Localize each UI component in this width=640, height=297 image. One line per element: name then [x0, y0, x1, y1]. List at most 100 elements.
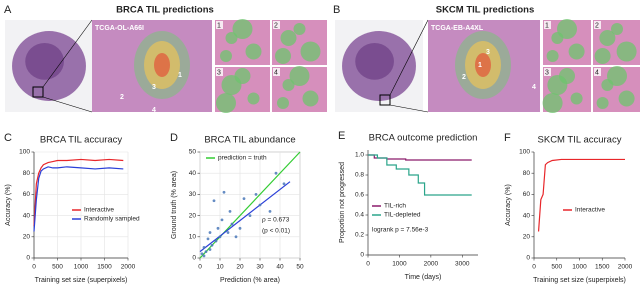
- y-tick-label: 40: [23, 212, 31, 219]
- region-label: 4: [532, 84, 536, 91]
- y-tick-label: 0.4: [355, 212, 364, 219]
- scatter-point: [258, 203, 262, 207]
- lymph-mask: [216, 93, 236, 113]
- series-line: [199, 181, 291, 253]
- legend-label: TIL-depleted: [384, 212, 421, 219]
- y-tick-label: 40: [523, 212, 531, 219]
- lymph-mask: [616, 41, 637, 62]
- x-tick-label: 10: [216, 264, 224, 271]
- series-line: [537, 158, 625, 232]
- y-axis-label: Proportion not progressed: [339, 162, 346, 243]
- x-axis-label: Prediction (% area): [220, 277, 280, 284]
- lymph-mask: [559, 68, 575, 84]
- scatter-point: [226, 231, 230, 234]
- region-label: 4: [152, 107, 156, 114]
- y-tick-label: 80: [23, 170, 31, 177]
- scatter-point: [248, 214, 252, 218]
- tissue-core: [25, 43, 64, 80]
- x-tick-label: 0: [366, 261, 370, 268]
- panel-letter: B: [333, 4, 340, 16]
- x-tick-label: 1000: [392, 261, 407, 268]
- y-tick-label: 20: [23, 234, 31, 241]
- zoom-line: [389, 19, 429, 96]
- tile-label: 1: [545, 22, 549, 29]
- scatter-point: [206, 237, 210, 241]
- lymph-mask: [568, 43, 585, 60]
- scatter-point: [202, 254, 206, 258]
- y-tick-label: 40: [189, 170, 197, 177]
- region-label: 3: [486, 49, 490, 56]
- region-label: 2: [462, 74, 466, 81]
- x-tick-label: 0: [198, 264, 202, 271]
- tile-label-bg: [594, 68, 601, 76]
- lymph-mask: [234, 68, 251, 84]
- legend-label: Randomly sampled: [84, 216, 140, 223]
- x-tick-label: 2000: [424, 261, 439, 268]
- chart-title: BRCA TIL abundance: [204, 135, 295, 146]
- tile-label: 4: [274, 69, 278, 76]
- scatter-point: [214, 239, 218, 243]
- scatter-point: [230, 222, 234, 226]
- lymph-mask: [570, 92, 583, 105]
- x-tick-label: 30: [256, 264, 264, 271]
- tile-label-bg: [216, 21, 223, 29]
- scatter-point: [208, 231, 212, 234]
- y-axis-label: Accuracy (%): [5, 184, 12, 226]
- scatter-point: [234, 235, 238, 239]
- panel-letter: D: [170, 132, 178, 144]
- region-label: 3: [152, 84, 156, 91]
- heat-core: [154, 53, 170, 77]
- legend-label: prediction = truth: [218, 155, 267, 162]
- lymph-mask: [594, 48, 611, 64]
- x-axis-label: Time (days): [405, 274, 442, 281]
- scatter-point: [220, 218, 224, 222]
- annotation: logrank p = 7.56e-3: [372, 227, 429, 234]
- series-line: [33, 166, 124, 232]
- x-axis-label: Training set size (superpixels): [35, 277, 128, 284]
- x-tick-label: 3000: [455, 261, 470, 268]
- tile-label: 3: [217, 69, 221, 76]
- scatter-point: [202, 246, 206, 249]
- tile-label-bg: [544, 68, 551, 76]
- y-axis-label: Accuracy (%): [505, 184, 512, 226]
- lymph-mask: [280, 30, 297, 46]
- scatter-point: [274, 171, 278, 175]
- y-tick-label: 60: [523, 191, 531, 198]
- lymph-mask: [599, 30, 616, 46]
- y-tick-label: 30: [189, 191, 197, 198]
- roi-box: [32, 86, 44, 98]
- zoom-line: [42, 96, 93, 113]
- scatter-point: [238, 226, 242, 230]
- x-tick-label: 500: [551, 264, 562, 271]
- tile-label-bg: [544, 21, 551, 29]
- y-tick-label: 20: [189, 212, 197, 219]
- chart-title: BRCA TIL accuracy: [40, 135, 123, 146]
- heat-core: [475, 53, 491, 77]
- annotation: (p < 0.01): [262, 228, 290, 235]
- x-tick-label: 20: [236, 264, 244, 271]
- lymph-mask: [596, 97, 609, 109]
- y-tick-label: 0: [192, 255, 196, 262]
- x-tick-label: 2000: [121, 264, 136, 271]
- lymph-mask: [546, 50, 559, 62]
- scatter-point: [208, 248, 212, 251]
- x-tick-label: 2000: [618, 264, 633, 271]
- scatter-point: [254, 193, 258, 196]
- scatter-point: [218, 235, 222, 239]
- annotation: ρ = 0.673: [262, 217, 290, 224]
- y-tick-label: 0.6: [355, 192, 364, 199]
- case-id: TCGA-OL-A66I: [95, 25, 144, 32]
- roi-box: [379, 94, 391, 106]
- y-tick-label: 0.8: [355, 172, 364, 179]
- scatter-point: [210, 243, 214, 247]
- x-tick-label: 40: [276, 264, 284, 271]
- scatter-point: [204, 250, 208, 254]
- region-label: 2: [120, 94, 124, 101]
- y-tick-label: 0.2: [355, 232, 364, 239]
- legend-label: Interactive: [84, 207, 114, 214]
- chart-title: SKCM TIL accuracy: [538, 135, 622, 146]
- scatter-point: [216, 226, 220, 230]
- scatter-point: [268, 209, 272, 213]
- y-tick-label: 80: [523, 170, 531, 177]
